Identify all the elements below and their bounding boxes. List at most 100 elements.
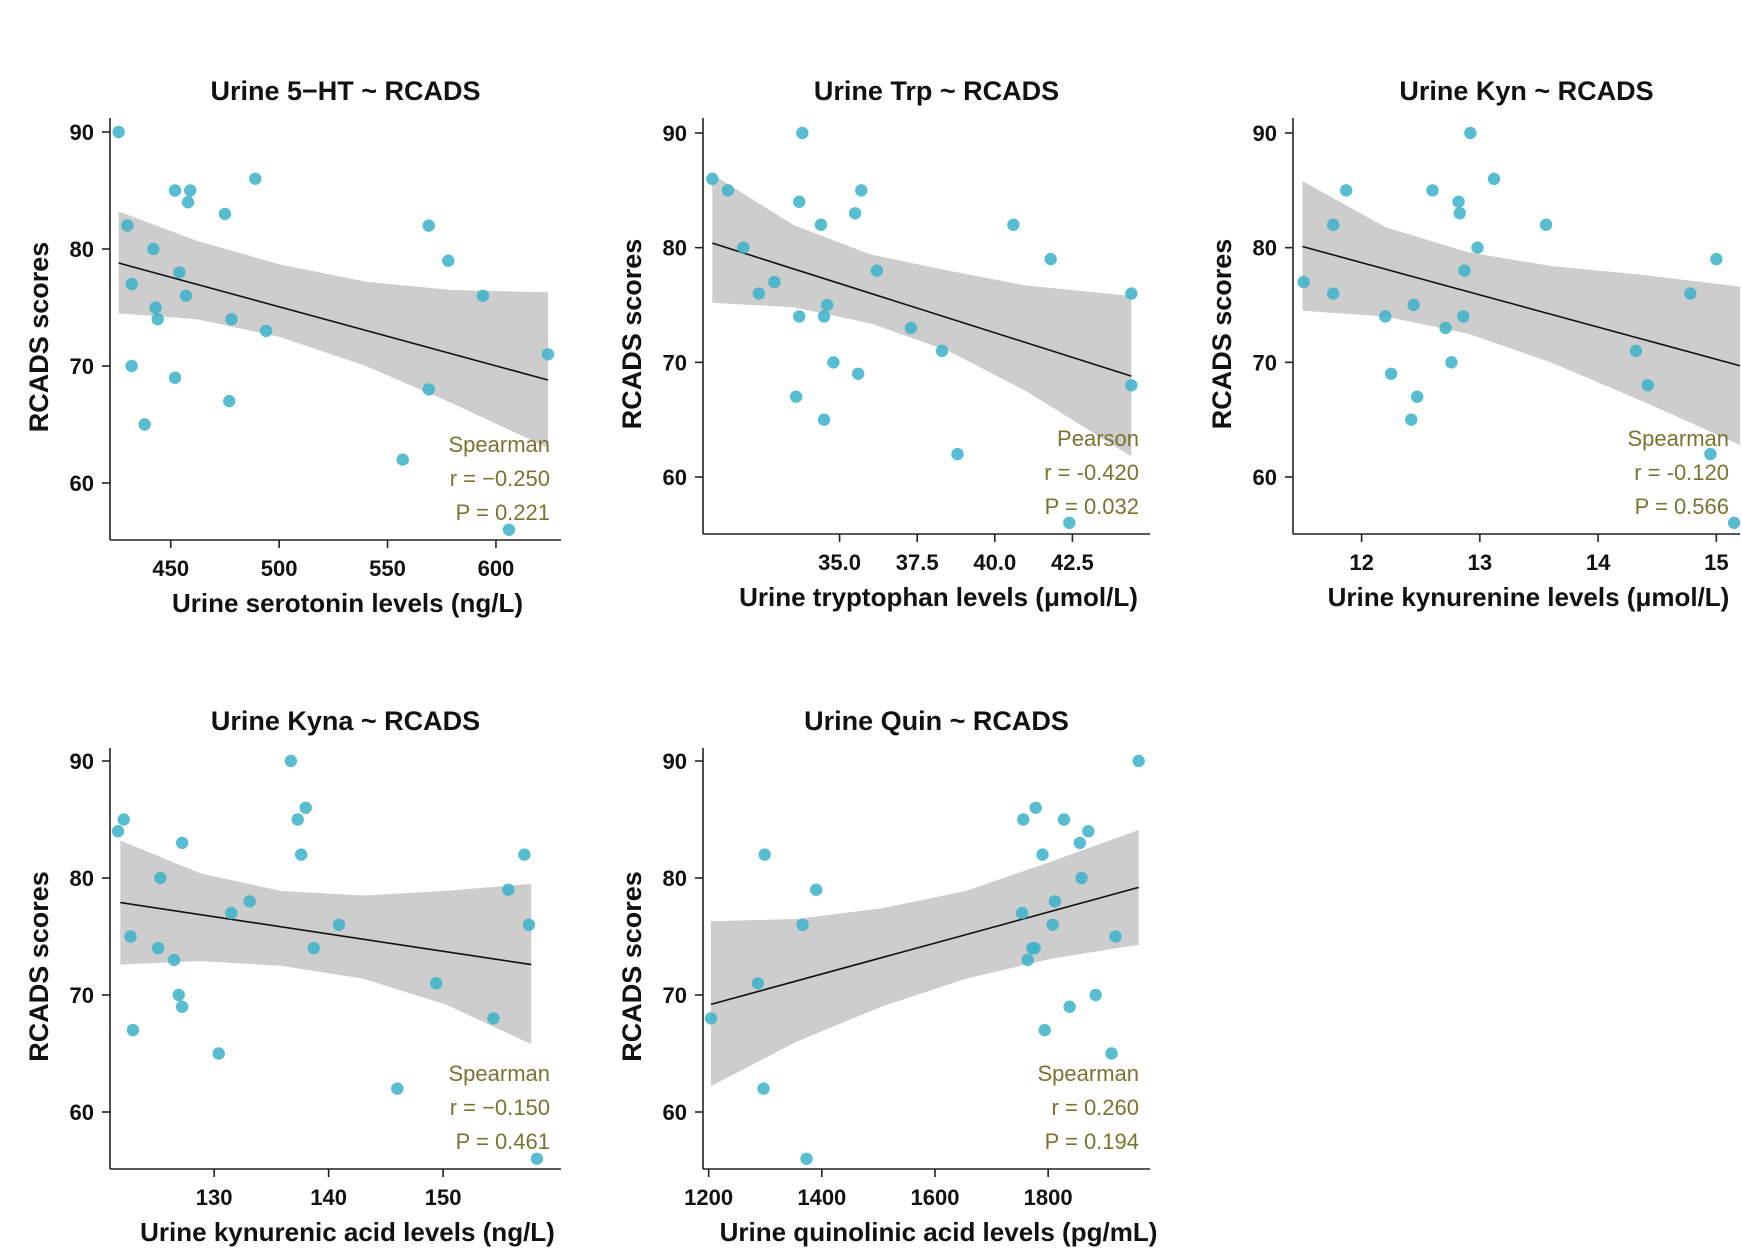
- data-point: [1297, 275, 1310, 289]
- y-tick-label: 80: [663, 866, 687, 891]
- data-point: [1458, 264, 1471, 277]
- stat-line: r = -0.120: [1634, 460, 1729, 485]
- data-point: [173, 266, 186, 279]
- data-point: [1007, 218, 1020, 231]
- data-point: [391, 1082, 404, 1095]
- x-tick-label: 42.5: [1051, 550, 1094, 575]
- x-axis-label: Urine kynurenine levels (μmol/L): [1328, 582, 1730, 612]
- data-point: [1125, 379, 1138, 392]
- data-point: [768, 275, 781, 289]
- data-point: [789, 390, 803, 403]
- y-tick-label: 70: [70, 354, 94, 379]
- data-point: [225, 313, 238, 326]
- data-point: [1727, 516, 1741, 530]
- data-point: [852, 367, 865, 380]
- data-point: [796, 918, 809, 931]
- stat-line: r = −0.250: [450, 466, 550, 491]
- data-point: [1021, 953, 1034, 967]
- data-point: [291, 813, 304, 826]
- regression-line: [118, 262, 549, 381]
- x-axis-label: Urine serotonin levels (ng/L): [172, 588, 523, 618]
- data-point: [1471, 241, 1484, 254]
- data-point: [1445, 356, 1458, 369]
- data-point: [181, 196, 195, 209]
- y-tick-label: 90: [1253, 121, 1277, 146]
- data-point: [502, 523, 516, 536]
- x-tick-label: 35.0: [818, 550, 861, 575]
- data-point: [487, 1012, 500, 1025]
- y-tick-label: 80: [70, 866, 94, 891]
- panel-title: Urine Quin ~ RCADS: [804, 706, 1069, 736]
- data-point: [126, 1023, 140, 1037]
- data-point: [793, 310, 806, 323]
- y-axis-label: RCADS scores: [617, 239, 647, 430]
- data-point: [1410, 390, 1424, 403]
- data-point: [1453, 207, 1466, 220]
- data-point: [1038, 1023, 1051, 1037]
- data-point: [1407, 298, 1420, 312]
- data-point: [442, 254, 455, 267]
- data-point: [225, 906, 238, 920]
- data-point: [1036, 848, 1049, 861]
- data-point: [249, 172, 262, 185]
- data-point: [1327, 287, 1340, 300]
- x-axis-label: Urine quinolinic acid levels (pg/mL): [720, 1217, 1158, 1247]
- y-tick-label: 90: [663, 749, 687, 774]
- y-tick-label: 80: [70, 237, 94, 262]
- y-axis-label: RCADS scores: [1207, 239, 1237, 430]
- data-point: [179, 289, 193, 302]
- data-point: [522, 918, 536, 931]
- data-point: [125, 277, 138, 291]
- data-point: [332, 918, 346, 931]
- data-point: [284, 754, 298, 768]
- y-tick-label: 70: [663, 983, 687, 1008]
- x-tick-label: 1800: [1024, 1185, 1073, 1210]
- data-point: [817, 310, 831, 323]
- confidence-band: [712, 174, 1132, 457]
- data-point: [223, 394, 236, 408]
- y-axis-label: RCADS scores: [617, 871, 647, 1062]
- data-point: [168, 184, 182, 197]
- regression-line: [712, 242, 1132, 377]
- data-point: [138, 418, 151, 431]
- scatter-panel-4: 60 70 80 90 130 140 150 Urine Kyna ~ RCADS Urine…: [24, 706, 561, 1247]
- data-point: [1105, 1047, 1118, 1060]
- stat-line: r = 0.260: [1052, 1095, 1139, 1120]
- data-point: [168, 371, 182, 384]
- data-point: [1063, 516, 1076, 530]
- confidence-band: [118, 211, 548, 448]
- data-point: [147, 242, 160, 256]
- y-tick-label: 90: [663, 121, 687, 146]
- data-point: [1015, 906, 1029, 920]
- data-point: [1044, 252, 1057, 266]
- data-point: [218, 207, 232, 221]
- data-point: [422, 219, 435, 232]
- y-axis-label: RCADS scores: [24, 242, 54, 433]
- x-tick-label: 13: [1468, 550, 1492, 575]
- data-point: [1426, 184, 1439, 197]
- data-point: [121, 219, 134, 232]
- data-point: [154, 871, 167, 885]
- x-tick-label: 37.5: [896, 550, 939, 575]
- data-point: [541, 348, 555, 361]
- x-tick-label: 40.0: [973, 550, 1016, 575]
- panel-title: Urine Kyna ~ RCADS: [211, 706, 480, 736]
- data-point: [1405, 413, 1418, 426]
- data-point: [1327, 218, 1340, 231]
- data-point: [817, 413, 831, 426]
- panel-title: Urine Trp ~ RCADS: [814, 76, 1059, 106]
- stat-line: Spearman: [1627, 426, 1729, 451]
- data-point: [175, 1000, 189, 1013]
- data-point: [175, 836, 189, 850]
- data-point: [1063, 1000, 1076, 1013]
- y-tick-label: 60: [70, 471, 94, 496]
- data-point: [1073, 836, 1087, 850]
- data-point: [848, 207, 862, 220]
- data-point: [396, 453, 409, 466]
- data-point: [502, 883, 515, 896]
- data-point: [1710, 252, 1723, 266]
- data-point: [814, 218, 828, 231]
- y-tick-label: 80: [1253, 236, 1277, 261]
- stat-line: r = −0.150: [450, 1095, 550, 1120]
